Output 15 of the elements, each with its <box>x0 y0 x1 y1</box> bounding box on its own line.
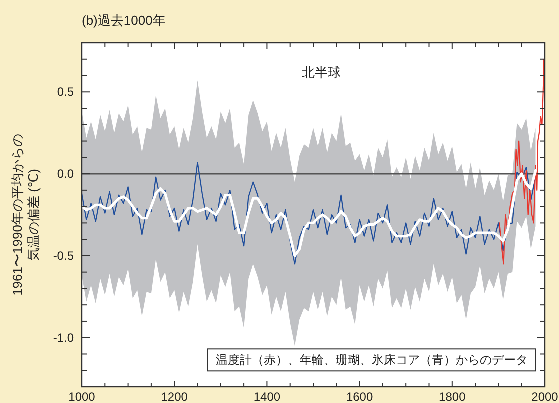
x-tick-label: 1200 <box>161 390 188 403</box>
line-series <box>499 58 545 265</box>
annotation: 温度計（赤）、年輪、珊瑚、氷床コア（青）からのデータ <box>216 353 528 368</box>
x-tick-label: 1400 <box>254 390 281 403</box>
x-tick-label: 1600 <box>346 390 374 403</box>
y-tick-label: 0.5 <box>57 85 74 100</box>
x-tick-label: 1000 <box>68 390 96 403</box>
y-tick-label: -0.5 <box>53 248 74 263</box>
annotation: 北半球 <box>302 65 341 80</box>
y-axis-title: 1961〜1990年の平均からの気温の偏差 (℃) <box>10 134 41 296</box>
y-tick-label: 0.0 <box>57 167 74 182</box>
y-tick-label: -1.0 <box>53 330 74 345</box>
x-tick-label: 2000 <box>532 390 559 403</box>
x-tick-label: 1800 <box>439 390 466 403</box>
chart-title: (b)過去1000年 <box>82 13 166 28</box>
